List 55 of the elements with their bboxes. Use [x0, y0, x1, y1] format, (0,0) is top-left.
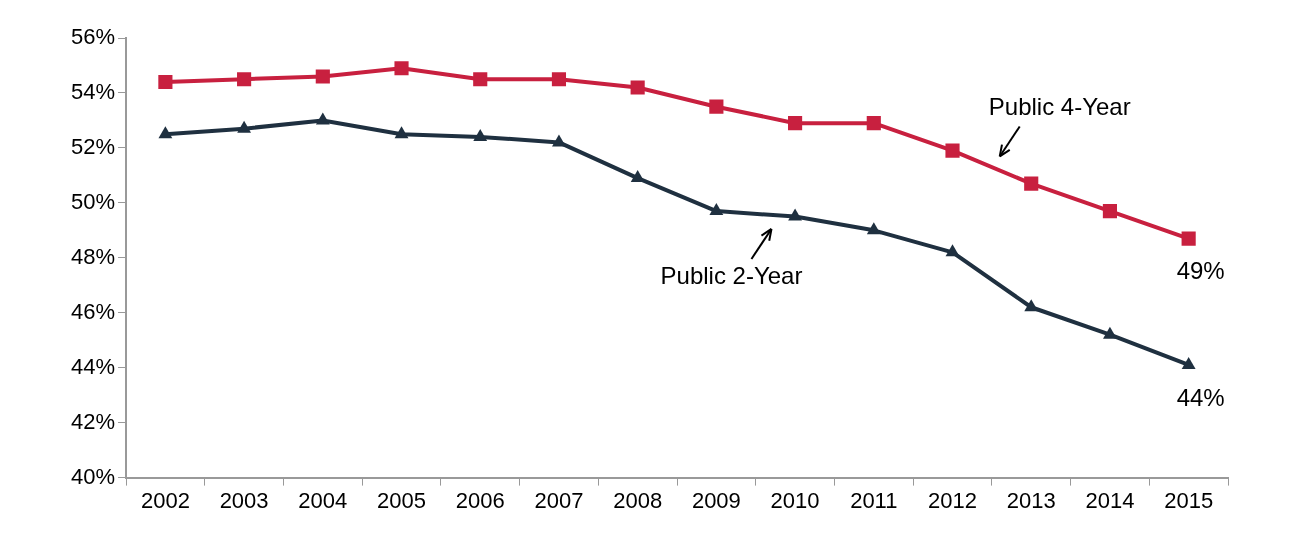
series-label: Public 2-Year [660, 261, 803, 289]
point [945, 143, 960, 158]
point [1181, 356, 1196, 369]
point [1024, 176, 1039, 191]
point [394, 61, 409, 76]
annotation: 44% [1176, 383, 1225, 411]
y-tick-label: 42% [70, 408, 116, 434]
point [552, 134, 566, 147]
point [473, 72, 488, 87]
point [315, 112, 330, 125]
x-tick-label: 2012 [928, 487, 977, 513]
x-tick-label: 2008 [613, 487, 663, 513]
y-tick-label: 54% [70, 79, 116, 105]
point [1024, 299, 1039, 312]
point [945, 244, 960, 257]
point [709, 203, 724, 216]
y-tick-label: 50% [70, 188, 116, 214]
point [158, 74, 173, 90]
y-tick-label: 56% [70, 24, 116, 50]
y-tick-label: 52% [70, 133, 116, 159]
x-tick-label: 2013 [1006, 487, 1056, 513]
x-tick-label: 2006 [455, 487, 505, 513]
point [1181, 231, 1196, 246]
y-tick-label: 46% [70, 298, 116, 324]
point [1103, 326, 1117, 339]
x-tick-label: 2009 [691, 487, 741, 513]
x-tick-label: 2003 [219, 487, 269, 513]
x-tick-label: 2015 [1164, 487, 1214, 513]
x-tick-label: 2004 [298, 487, 348, 513]
point [630, 80, 645, 95]
x-tick-label: 2007 [534, 487, 584, 513]
x-tick-label: 2010 [770, 487, 820, 513]
point [866, 222, 881, 235]
point [158, 126, 173, 139]
y-tick-label: 40% [70, 463, 116, 489]
point [788, 116, 803, 131]
point [630, 170, 645, 183]
series-label: Public 4-Year [988, 93, 1131, 121]
point [237, 72, 252, 87]
x-tick-label: 2014 [1085, 487, 1135, 513]
point [237, 120, 252, 133]
x-tick-label: 2005 [377, 487, 426, 513]
x-tick-label: 2002 [140, 487, 190, 513]
point [788, 208, 803, 221]
annotation: 49% [1176, 257, 1225, 285]
point [315, 69, 330, 84]
point [709, 99, 724, 114]
point [1102, 204, 1117, 219]
point [866, 116, 881, 131]
point [394, 126, 409, 139]
y-tick-label: 48% [70, 243, 116, 269]
point [473, 128, 488, 141]
y-tick-label: 44% [70, 353, 116, 379]
point [551, 72, 567, 87]
x-tick-label: 2011 [850, 487, 898, 513]
